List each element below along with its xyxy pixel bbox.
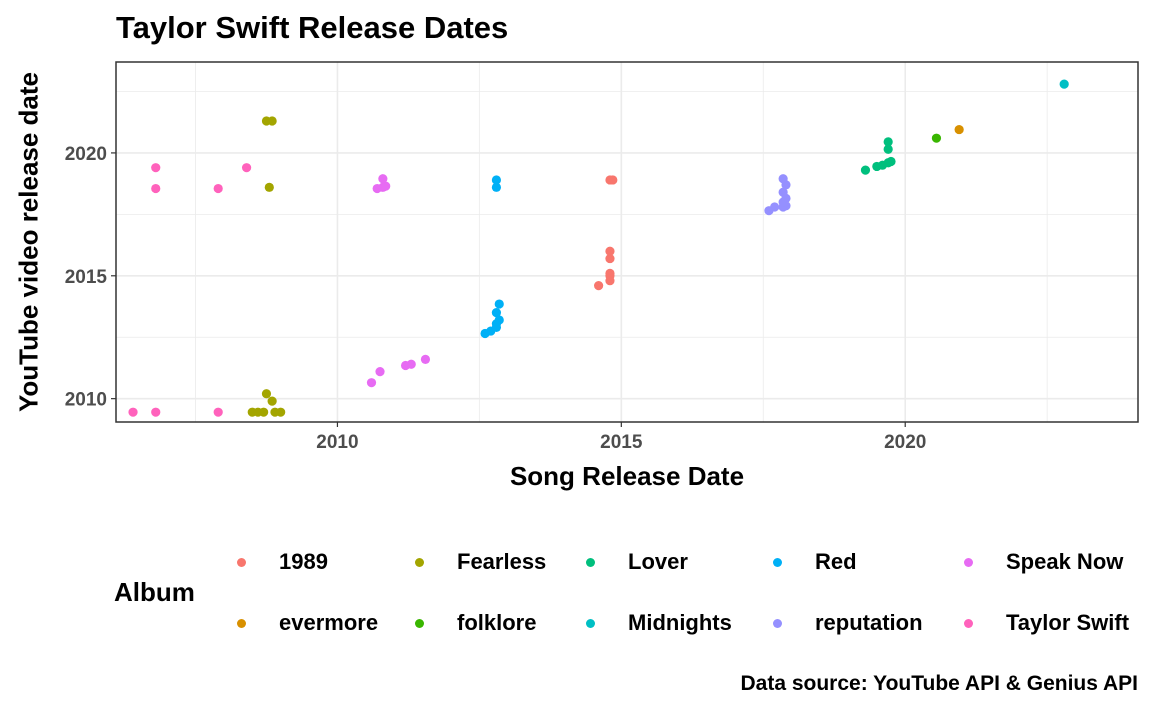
- point-fearless: [267, 116, 277, 126]
- legend-key-lover: [585, 557, 595, 567]
- legend-label-reputation: reputation: [815, 610, 923, 635]
- point-red: [491, 308, 502, 318]
- legend-key-midnights: [585, 618, 595, 628]
- x-axis-label: Song Release Date: [509, 461, 745, 491]
- point-reputation: [778, 187, 788, 197]
- point-fearless: [264, 182, 274, 192]
- legend-key-fearless: [414, 557, 424, 567]
- grid: [116, 62, 1138, 422]
- point-folklore: [931, 133, 942, 143]
- point-midnights: [1059, 79, 1069, 89]
- x-tick-label: 2015: [600, 432, 643, 453]
- x-tick-label: 2020: [884, 432, 926, 453]
- point-1989: [594, 281, 604, 291]
- point-taylor-swift: [151, 407, 161, 417]
- point-speak-now: [375, 367, 385, 377]
- point-fearless: [259, 407, 269, 417]
- legend-label-taylor-swift: Taylor Swift: [1006, 610, 1130, 635]
- legend-label-speak-now: Speak Now: [1006, 549, 1124, 574]
- legend-label-lover: Lover: [628, 549, 688, 574]
- point-lover: [883, 137, 893, 147]
- legend-key-red: [772, 557, 782, 567]
- point-taylor-swift: [213, 407, 223, 417]
- point-fearless: [261, 389, 272, 399]
- point-1989: [605, 268, 615, 278]
- point-1989: [608, 175, 618, 185]
- legend-key-folklore: [414, 618, 424, 628]
- legend-label-folklore: folklore: [457, 610, 537, 635]
- point-red: [491, 175, 502, 185]
- legend-key-evermore: [236, 618, 246, 628]
- point-red: [494, 315, 504, 325]
- legend-label-midnights: Midnights: [628, 610, 732, 635]
- point-lover: [860, 165, 871, 175]
- point-reputation: [770, 202, 780, 212]
- point-speak-now: [381, 181, 391, 191]
- y-tick-label: 2020: [65, 144, 107, 165]
- point-fearless: [276, 407, 286, 417]
- point-taylor-swift: [128, 407, 138, 417]
- legend-key-taylor-swift: [963, 618, 973, 628]
- axis-ticks: 2010 2015 2020 2010 2015 2020: [65, 144, 927, 453]
- point-1989: [605, 246, 615, 256]
- y-tick-label: 2015: [65, 267, 108, 288]
- point-fearless: [267, 396, 277, 406]
- point-evermore: [954, 124, 964, 135]
- y-tick-label: 2010: [65, 390, 107, 411]
- point-speak-now: [406, 359, 416, 369]
- point-speak-now: [378, 174, 388, 184]
- point-taylor-swift: [151, 163, 161, 173]
- x-tick-label: 2010: [316, 432, 358, 453]
- point-taylor-swift: [213, 183, 223, 194]
- chart-title: Taylor Swift Release Dates: [116, 10, 509, 45]
- point-lover: [883, 144, 893, 154]
- legend-label-evermore: evermore: [279, 610, 379, 635]
- point-reputation: [778, 174, 788, 184]
- point-taylor-swift: [151, 183, 161, 194]
- point-speak-now: [366, 378, 377, 388]
- legend-key-reputation: [772, 618, 782, 628]
- point-lover: [886, 156, 896, 167]
- legend-label-1989: 1989: [279, 549, 328, 574]
- caption: Data source: YouTube API & Genius API: [740, 672, 1138, 695]
- legend-key-speak-now: [963, 557, 973, 567]
- panel-border: [115, 61, 1139, 423]
- legend-label-fearless: Fearless: [457, 549, 547, 574]
- point-speak-now: [420, 354, 431, 364]
- legend-title: Album: [114, 577, 195, 607]
- points: [128, 79, 1069, 417]
- point-red: [491, 182, 502, 192]
- point-red: [494, 299, 504, 309]
- point-1989: [605, 253, 615, 264]
- y-axis-label: YouTube video release date: [13, 71, 44, 413]
- legend-label-red: Red: [815, 549, 857, 574]
- point-taylor-swift: [241, 163, 252, 173]
- legend-key-1989: [236, 557, 246, 567]
